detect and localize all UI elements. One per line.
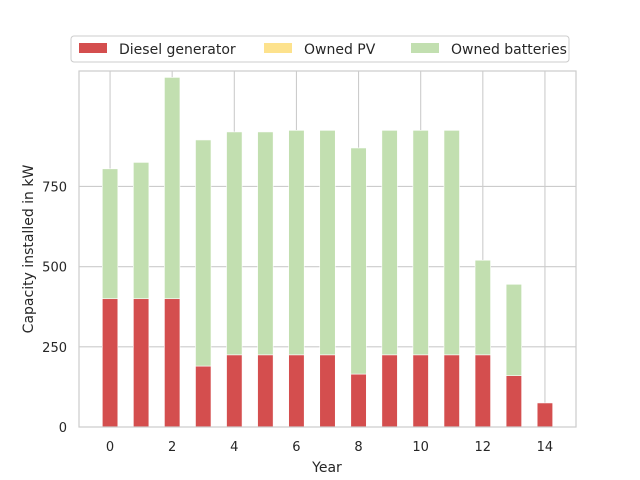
bar-owned-batteries-2 — [164, 77, 181, 300]
y-axis-label: Capacity installed in kW — [21, 165, 37, 334]
x-tick-label: 2 — [168, 440, 176, 455]
legend: Diesel generator Owned PV Owned batteries — [70, 35, 570, 63]
bar-owned-batteries-1 — [133, 162, 150, 300]
y-tick-label: 750 — [42, 180, 67, 195]
x-tick-label: 10 — [412, 440, 429, 455]
x-axis-label: Year — [311, 460, 342, 476]
x-tick-label: 8 — [354, 440, 362, 455]
bar-diesel-generator-4 — [226, 354, 243, 428]
bar-diesel-generator-1 — [133, 298, 150, 428]
legend-label-diesel-generator: Diesel generator — [119, 42, 236, 58]
x-tick-label: 14 — [537, 440, 554, 455]
bar-owned-batteries-0 — [101, 168, 119, 300]
bar-owned-batteries-9 — [381, 130, 398, 356]
y-tick-label: 250 — [42, 341, 67, 356]
legend-label-owned-batteries: Owned batteries — [451, 42, 567, 58]
y-tick-label: 0 — [59, 421, 67, 436]
bar-owned-batteries-5 — [257, 131, 274, 356]
bar-diesel-generator-7 — [319, 354, 336, 428]
axes-frame — [78, 70, 577, 428]
legend-swatch-owned-pv — [264, 43, 292, 53]
axes — [78, 70, 577, 428]
bar-owned-batteries-4 — [226, 131, 243, 356]
bar-owned-batteries-10 — [412, 130, 429, 356]
x-tick-label: 4 — [230, 440, 238, 455]
bar-owned-batteries-3 — [195, 139, 212, 367]
bar-diesel-generator-13 — [505, 375, 522, 428]
bar-owned-batteries-6 — [288, 130, 305, 356]
legend-swatch-owned-batteries — [411, 43, 439, 53]
x-tick-label: 12 — [475, 440, 492, 455]
bar-owned-batteries-13 — [505, 283, 522, 376]
bar-owned-batteries-11 — [443, 130, 460, 356]
bars — [101, 77, 554, 428]
bar-diesel-generator-5 — [257, 354, 274, 428]
legend-box — [70, 35, 570, 63]
bar-diesel-generator-8 — [350, 373, 367, 428]
bar-diesel-generator-12 — [474, 354, 491, 428]
bar-diesel-generator-0 — [101, 298, 119, 428]
bar-owned-batteries-12 — [474, 259, 491, 356]
legend-label-owned-pv: Owned PV — [304, 42, 376, 58]
x-tick-label: 0 — [106, 440, 114, 455]
bar-diesel-generator-10 — [412, 354, 429, 428]
legend-swatch-diesel-generator — [79, 43, 107, 53]
x-tick-label: 6 — [292, 440, 300, 455]
y-tick-label: 500 — [42, 261, 67, 276]
ticks: 0 2 4 6 8 10 12 14 0 250 500 750 — [42, 180, 553, 455]
bar-diesel-generator-9 — [381, 354, 398, 428]
bar-diesel-generator-6 — [288, 354, 305, 428]
bar-diesel-generator-2 — [164, 298, 181, 428]
bar-diesel-generator-14 — [536, 402, 554, 428]
bar-diesel-generator-11 — [443, 354, 460, 428]
bar-diesel-generator-3 — [195, 365, 212, 428]
bar-owned-batteries-8 — [350, 147, 367, 375]
bar-owned-batteries-7 — [319, 130, 336, 356]
